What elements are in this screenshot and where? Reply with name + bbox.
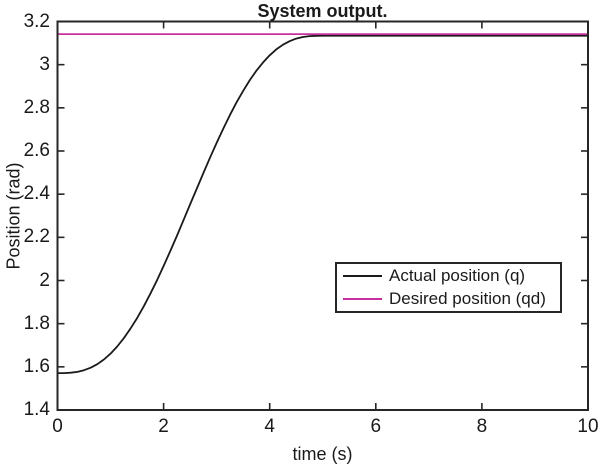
legend-label-actual: Actual position (q) <box>389 266 526 285</box>
series-line-0 <box>57 34 588 375</box>
chart-title: System output. <box>257 1 388 21</box>
x-tick-label: 4 <box>264 416 275 437</box>
x-tick-label: 6 <box>370 416 382 437</box>
legend-label-desired: Desired position (qd) <box>389 289 546 308</box>
x-tick-label: 0 <box>52 416 63 437</box>
legend: Actual position (q) Desired position (qd… <box>335 262 562 313</box>
y-tick-label: 3.2 <box>23 10 50 32</box>
legend-line-desired-icon <box>343 298 382 300</box>
legend-entry-desired: Desired position (qd) <box>343 288 560 311</box>
y-tick-label: 3 <box>39 53 50 75</box>
y-tick-label: 1.8 <box>23 312 50 334</box>
y-tick-label: 2.2 <box>23 226 50 248</box>
y-tick-label: 2.4 <box>23 183 50 205</box>
x-tick-label: 10 <box>577 416 599 437</box>
x-axis-label: time (s) <box>292 444 353 464</box>
legend-entry-actual: Actual position (q) <box>343 265 560 288</box>
y-tick-label: 2 <box>39 269 50 291</box>
x-tick-label: 8 <box>476 416 488 437</box>
y-tick-label: 1.6 <box>23 355 50 377</box>
y-tick-label: 1.4 <box>23 399 50 420</box>
legend-line-actual-icon <box>343 275 382 277</box>
y-tick-label: 2.6 <box>23 140 50 161</box>
y-tick-label: 2.8 <box>23 96 50 118</box>
axes-box <box>56 20 589 411</box>
x-tick-label: 2 <box>158 416 169 437</box>
